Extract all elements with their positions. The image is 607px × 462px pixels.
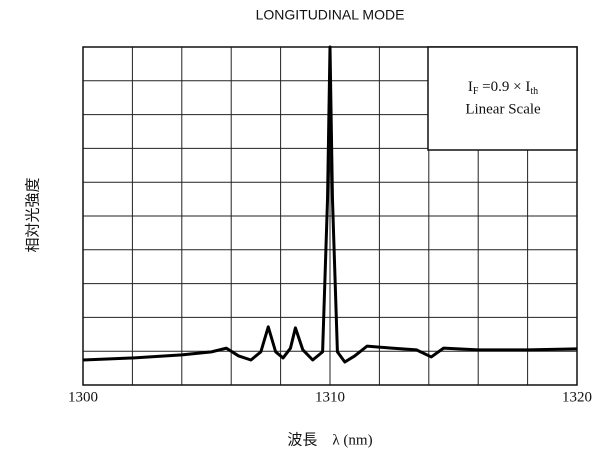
x-tick-label: 1320 <box>562 389 592 405</box>
x-tick-label: 1310 <box>315 389 345 405</box>
x-axis-label: 波長 λ (nm) <box>287 431 372 448</box>
formula-part: =0.9 × I <box>478 79 530 95</box>
formula-part: I <box>468 79 473 95</box>
y-axis-label: 相対光強度 <box>24 177 41 252</box>
subscript: th <box>530 86 538 97</box>
subscript: F <box>473 86 479 97</box>
annotation-formula: IF =0.9 × Ith <box>468 79 538 97</box>
annotation-note: Linear Scale <box>465 101 541 117</box>
spectrum-line <box>82 45 578 364</box>
annotation-box <box>427 46 578 151</box>
chart-title: LONGITUDINAL MODE <box>256 7 405 23</box>
x-tick-label: 1300 <box>68 389 98 405</box>
